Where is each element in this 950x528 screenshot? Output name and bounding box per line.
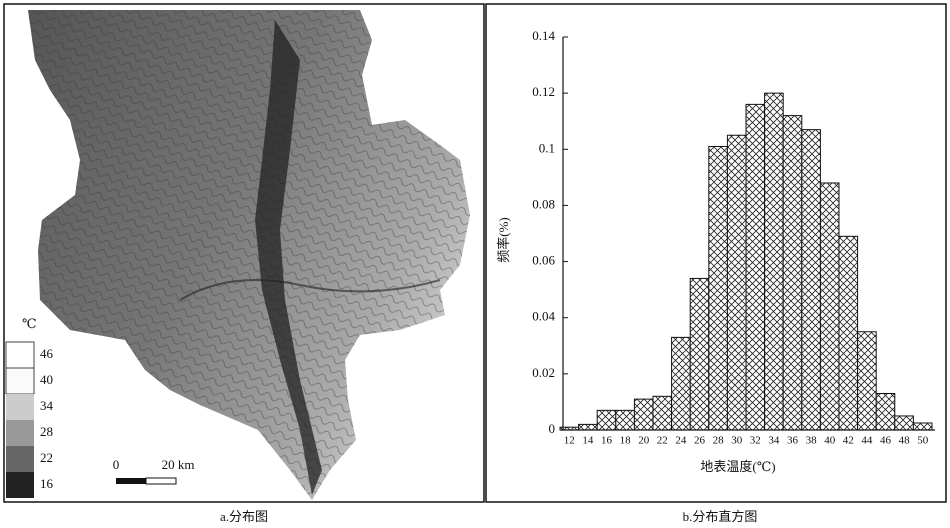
bar (745, 103, 766, 431)
bar (596, 409, 617, 431)
bar (615, 409, 635, 431)
caption: b.分布直方图 (683, 509, 758, 524)
bar (652, 395, 673, 431)
x-tick-label: 16 (601, 435, 613, 447)
x-tick-label: 20 (638, 435, 650, 447)
bar (838, 235, 859, 431)
bar (782, 115, 803, 431)
legend-swatch (6, 394, 34, 420)
scale-seg (145, 477, 177, 485)
x-tick-label: 46 (880, 435, 892, 447)
bar (708, 145, 728, 431)
x-tick-label: 28 (713, 435, 725, 447)
bar (671, 336, 691, 431)
map (28, 10, 470, 500)
x-tick-label: 50 (917, 435, 929, 447)
scale-seg (116, 478, 146, 484)
bar (857, 331, 877, 431)
bar (764, 92, 784, 431)
x-tick-label: 44 (861, 435, 873, 447)
x-tick-label: 48 (899, 435, 911, 447)
x-tick-label: 40 (824, 435, 836, 447)
river-valley (255, 20, 322, 495)
x-tick-label: 12 (564, 435, 575, 447)
legend-swatch (6, 472, 34, 498)
legend-label: 46 (40, 346, 54, 361)
scale-end: 20 km (162, 457, 195, 472)
y-tick-label: 0.02 (532, 365, 555, 380)
y-tick-label: 0.04 (532, 309, 555, 324)
x-tick-label: 18 (620, 435, 632, 447)
legend-label: 34 (40, 398, 54, 413)
x-tick-label: 22 (657, 435, 668, 447)
y-tick-label: 0.12 (532, 84, 555, 99)
y-tick-label: 0.06 (532, 253, 555, 268)
legend-label: 16 (40, 476, 54, 491)
legend-swatch (6, 420, 34, 446)
legend-label: 22 (40, 450, 53, 465)
legend-swatch (6, 446, 34, 472)
legend-unit: ℃ (22, 316, 37, 331)
x-axis-label: 地表温度(℃) (700, 459, 775, 474)
bar (819, 182, 840, 431)
y-axis-label: 频率(%) (496, 217, 511, 263)
map-legend: ℃ 46 40 34 28 22 16 (5, 316, 54, 498)
bar (689, 277, 710, 431)
x-tick-label: 32 (750, 435, 761, 447)
x-tick-label: 38 (806, 435, 818, 447)
bar (726, 134, 747, 431)
x-tick-label: 34 (768, 435, 780, 447)
map-texture (28, 10, 470, 500)
legend-swatch (5, 341, 35, 369)
bar (894, 415, 914, 431)
x-tick-label: 24 (675, 435, 687, 447)
river (179, 279, 441, 301)
bar (633, 398, 654, 431)
y-tick-label: 0.14 (532, 28, 555, 43)
x-tick-label: 30 (731, 435, 743, 447)
legend-label: 40 (40, 372, 53, 387)
bar (801, 129, 821, 431)
bar (912, 422, 933, 431)
x-tick-label: 36 (787, 435, 799, 447)
bar (875, 393, 896, 431)
caption: a.分布图 (220, 509, 268, 524)
x-tick-label: 42 (843, 435, 854, 447)
scale-bar: 0 20 km (113, 457, 195, 485)
x-tick-label: 14 (582, 435, 594, 447)
bar (578, 423, 598, 431)
scale-start: 0 (113, 457, 120, 472)
legend-label: 28 (40, 424, 53, 439)
x-tick-label: 26 (694, 435, 706, 447)
y-tick-label: 0 (549, 421, 556, 436)
y-tick-label: 0.08 (532, 196, 555, 211)
y-tick-label: 0.1 (539, 140, 555, 155)
legend-swatch (5, 367, 35, 395)
